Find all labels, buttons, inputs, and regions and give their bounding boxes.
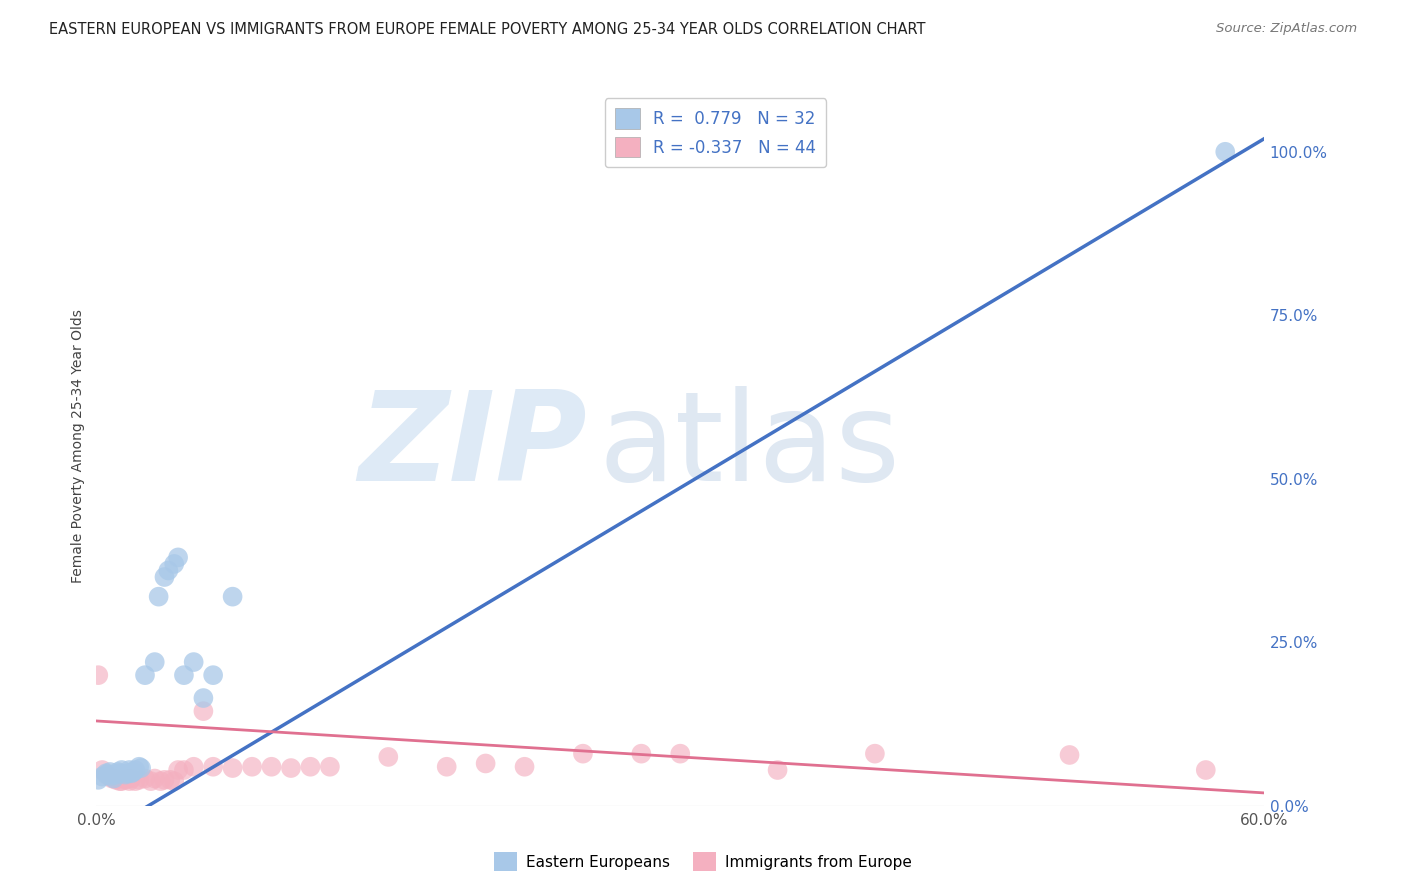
Point — [183, 760, 205, 774]
Point — [163, 557, 186, 571]
Point — [124, 763, 146, 777]
Point — [122, 764, 145, 779]
Point — [260, 760, 283, 774]
Point — [1213, 145, 1236, 159]
Point — [120, 766, 142, 780]
Text: atlas: atlas — [599, 385, 901, 507]
Point — [513, 760, 536, 774]
Point — [202, 760, 225, 774]
Text: EASTERN EUROPEAN VS IMMIGRANTS FROM EUROPE FEMALE POVERTY AMONG 25-34 YEAR OLDS : EASTERN EUROPEAN VS IMMIGRANTS FROM EURO… — [49, 22, 925, 37]
Point — [139, 774, 162, 789]
Point — [163, 774, 186, 789]
Y-axis label: Female Poverty Among 25-34 Year Olds: Female Poverty Among 25-34 Year Olds — [72, 310, 86, 583]
Point — [91, 763, 114, 777]
Point — [193, 704, 215, 718]
Point — [143, 772, 166, 786]
Point — [101, 772, 124, 786]
Point — [193, 691, 215, 706]
Point — [107, 764, 129, 779]
Point — [134, 772, 156, 786]
Point — [103, 772, 125, 786]
Text: Source: ZipAtlas.com: Source: ZipAtlas.com — [1216, 22, 1357, 36]
Point — [117, 772, 139, 786]
Point — [98, 764, 121, 779]
Point — [117, 766, 139, 780]
Point — [87, 668, 110, 682]
Point — [436, 760, 458, 774]
Point — [97, 767, 120, 781]
Point — [111, 774, 134, 789]
Point — [108, 774, 131, 789]
Point — [630, 747, 652, 761]
Point — [149, 774, 172, 789]
Point — [766, 763, 789, 777]
Point — [128, 760, 150, 774]
Point — [107, 772, 129, 786]
Point — [221, 590, 243, 604]
Point — [118, 763, 141, 777]
Point — [1195, 763, 1218, 777]
Point — [104, 772, 127, 787]
Point — [159, 772, 181, 787]
Point — [173, 668, 195, 682]
Point — [173, 763, 195, 777]
Point — [167, 550, 190, 565]
Point — [114, 772, 136, 787]
Point — [114, 767, 136, 781]
Text: ZIP: ZIP — [359, 385, 586, 507]
Point — [1059, 747, 1081, 762]
Point — [101, 769, 124, 783]
Point — [148, 590, 170, 604]
Point — [124, 774, 146, 789]
Point — [108, 766, 131, 780]
Point — [153, 772, 176, 787]
Point — [221, 761, 243, 775]
Point — [120, 772, 142, 786]
Point — [94, 766, 117, 780]
Point — [87, 772, 110, 787]
Legend: Eastern Europeans, Immigrants from Europe: Eastern Europeans, Immigrants from Europ… — [488, 847, 918, 877]
Point — [474, 756, 496, 771]
Point — [157, 564, 180, 578]
Point — [863, 747, 886, 761]
Point — [134, 668, 156, 682]
Point — [98, 770, 121, 784]
Point — [167, 763, 190, 777]
Point — [111, 763, 134, 777]
Point — [118, 774, 141, 789]
Point — [128, 772, 150, 787]
Point — [91, 770, 114, 784]
Point — [240, 760, 263, 774]
Point — [129, 761, 152, 775]
Point — [94, 767, 117, 781]
Point — [104, 767, 127, 781]
Legend: R =  0.779   N = 32, R = -0.337   N = 44: R = 0.779 N = 32, R = -0.337 N = 44 — [605, 98, 825, 168]
Point — [153, 570, 176, 584]
Point — [280, 761, 302, 775]
Point — [202, 668, 225, 682]
Point — [669, 747, 692, 761]
Point — [299, 760, 322, 774]
Point — [183, 655, 205, 669]
Point — [319, 760, 342, 774]
Point — [572, 747, 595, 761]
Point — [143, 655, 166, 669]
Point — [377, 750, 399, 764]
